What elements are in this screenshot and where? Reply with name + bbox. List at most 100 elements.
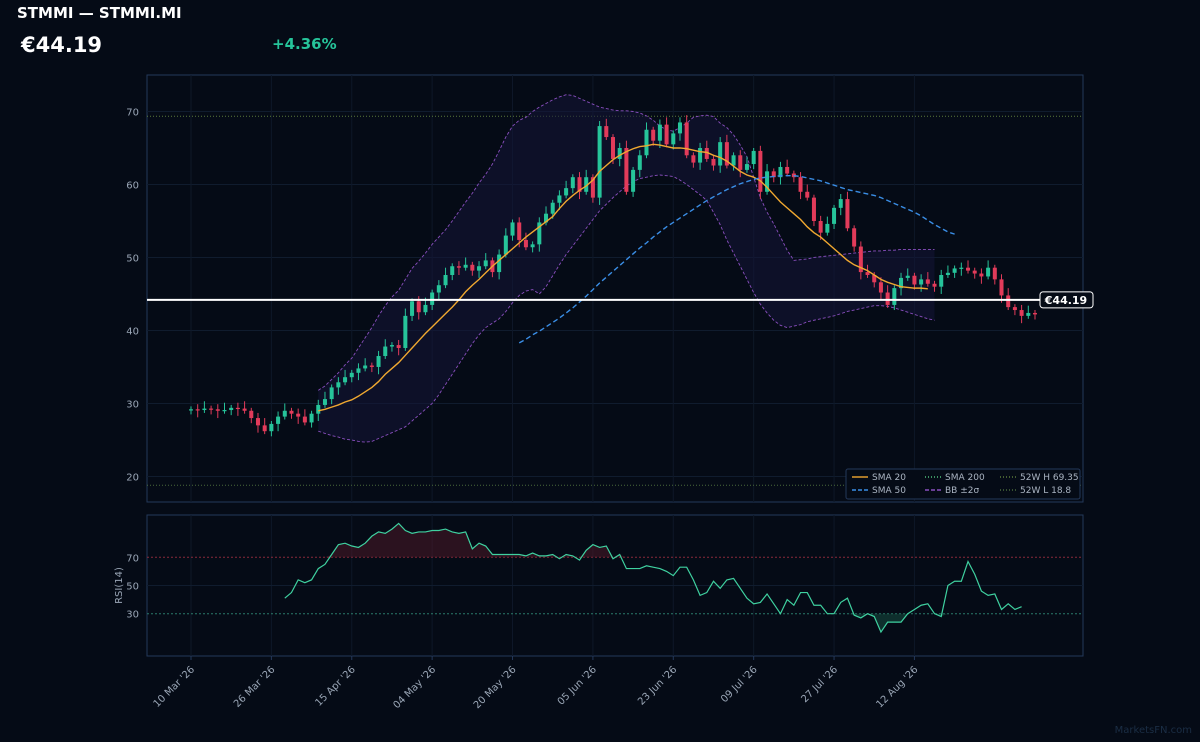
- candle: [483, 253, 488, 270]
- candle: [832, 204, 837, 230]
- candle-body: [698, 147, 703, 163]
- candle-body: [677, 122, 682, 134]
- rsi-axis-tick: 50: [126, 582, 139, 593]
- price-axis-tick: 70: [126, 107, 139, 118]
- candle-body: [1006, 295, 1011, 308]
- candle-body: [242, 408, 247, 411]
- candle: [932, 280, 937, 292]
- legend-label: 52W H 69.35: [1020, 473, 1079, 483]
- candle-body: [932, 283, 937, 287]
- candle: [403, 308, 408, 351]
- candle: [584, 169, 589, 195]
- candle-body: [410, 301, 415, 316]
- legend-label: 52W L 18.8: [1020, 486, 1071, 496]
- candle-body: [765, 171, 770, 192]
- candle-body: [430, 292, 435, 305]
- candle: [785, 159, 790, 177]
- candle: [570, 174, 575, 194]
- candle-body: [852, 228, 857, 247]
- candle: [396, 339, 401, 356]
- candle-body: [892, 288, 897, 305]
- legend: SMA 20 SMA 50 SMA 200 BB ±2σ 52W H 69.35 52W …: [845, 468, 1081, 500]
- candle: [523, 232, 528, 251]
- x-axis-tick: 10 Mar '26: [152, 664, 198, 710]
- candle: [503, 228, 508, 258]
- candle: [269, 420, 274, 437]
- price-axis-tick: 60: [126, 180, 139, 191]
- price-change: +4.36%: [272, 35, 337, 53]
- candle: [691, 152, 696, 168]
- candle-body: [610, 137, 616, 159]
- last-price-badge: [1039, 291, 1094, 309]
- candle: [885, 285, 890, 308]
- price-axis-tick: 30: [126, 399, 139, 410]
- candle-body: [289, 410, 294, 414]
- candle-body: [912, 275, 917, 285]
- candle-body: [691, 155, 696, 163]
- candle-body: [349, 372, 354, 378]
- candle: [657, 119, 662, 148]
- candle-body: [450, 266, 455, 275]
- candle-body: [972, 270, 977, 274]
- price-axis-tick: 50: [126, 253, 139, 264]
- candle-body: [604, 126, 609, 138]
- candle-body: [825, 223, 830, 233]
- candle: [1012, 304, 1017, 316]
- candle-body: [631, 169, 636, 192]
- candle: [188, 406, 194, 415]
- candle-body: [523, 239, 528, 248]
- candle: [631, 166, 636, 197]
- candle: [771, 168, 776, 183]
- bollinger-upper-line: [318, 94, 935, 391]
- candle: [677, 117, 682, 141]
- rsi-axis-tick: 30: [126, 610, 139, 621]
- candle-body: [356, 368, 361, 373]
- candle: [671, 130, 676, 150]
- bollinger-lower-line: [318, 174, 935, 443]
- candle: [818, 215, 823, 240]
- candle-body: [644, 129, 649, 156]
- candle-body: [557, 195, 562, 203]
- candle: [235, 402, 240, 416]
- candle-body: [986, 267, 991, 277]
- candle: [597, 120, 602, 205]
- candle: [765, 164, 770, 195]
- candle: [336, 377, 341, 395]
- candle-body: [919, 279, 924, 285]
- candle: [698, 142, 703, 170]
- candle: [376, 350, 381, 375]
- candle-body: [885, 292, 890, 305]
- candle: [912, 272, 917, 290]
- candle-body: [503, 235, 508, 255]
- candle-body: [369, 365, 374, 367]
- candle-body: [778, 166, 783, 178]
- candle: [999, 274, 1004, 303]
- candle-body: [550, 202, 555, 214]
- candle-body: [276, 416, 281, 424]
- candle: [322, 391, 327, 408]
- candle: [758, 145, 763, 200]
- candle-body: [805, 191, 810, 198]
- candle-body: [396, 345, 401, 348]
- candle-body: [718, 142, 723, 166]
- candle-body: [195, 409, 200, 411]
- candle: [276, 411, 281, 432]
- candle-body: [590, 177, 595, 198]
- candle: [209, 405, 214, 415]
- candle-body: [992, 267, 997, 280]
- candle-body: [966, 267, 971, 271]
- candle-body: [624, 147, 629, 192]
- legend-label: SMA 200: [945, 473, 985, 483]
- candle: [966, 260, 971, 274]
- candle: [925, 272, 930, 287]
- candle: [564, 180, 569, 199]
- candle: [718, 137, 723, 173]
- candle-body: [952, 268, 957, 273]
- candle-body: [470, 264, 475, 271]
- candle-body: [202, 408, 207, 411]
- candle-body: [1012, 307, 1017, 311]
- candle: [845, 191, 850, 232]
- candle: [222, 402, 227, 414]
- candle-body: [671, 133, 676, 145]
